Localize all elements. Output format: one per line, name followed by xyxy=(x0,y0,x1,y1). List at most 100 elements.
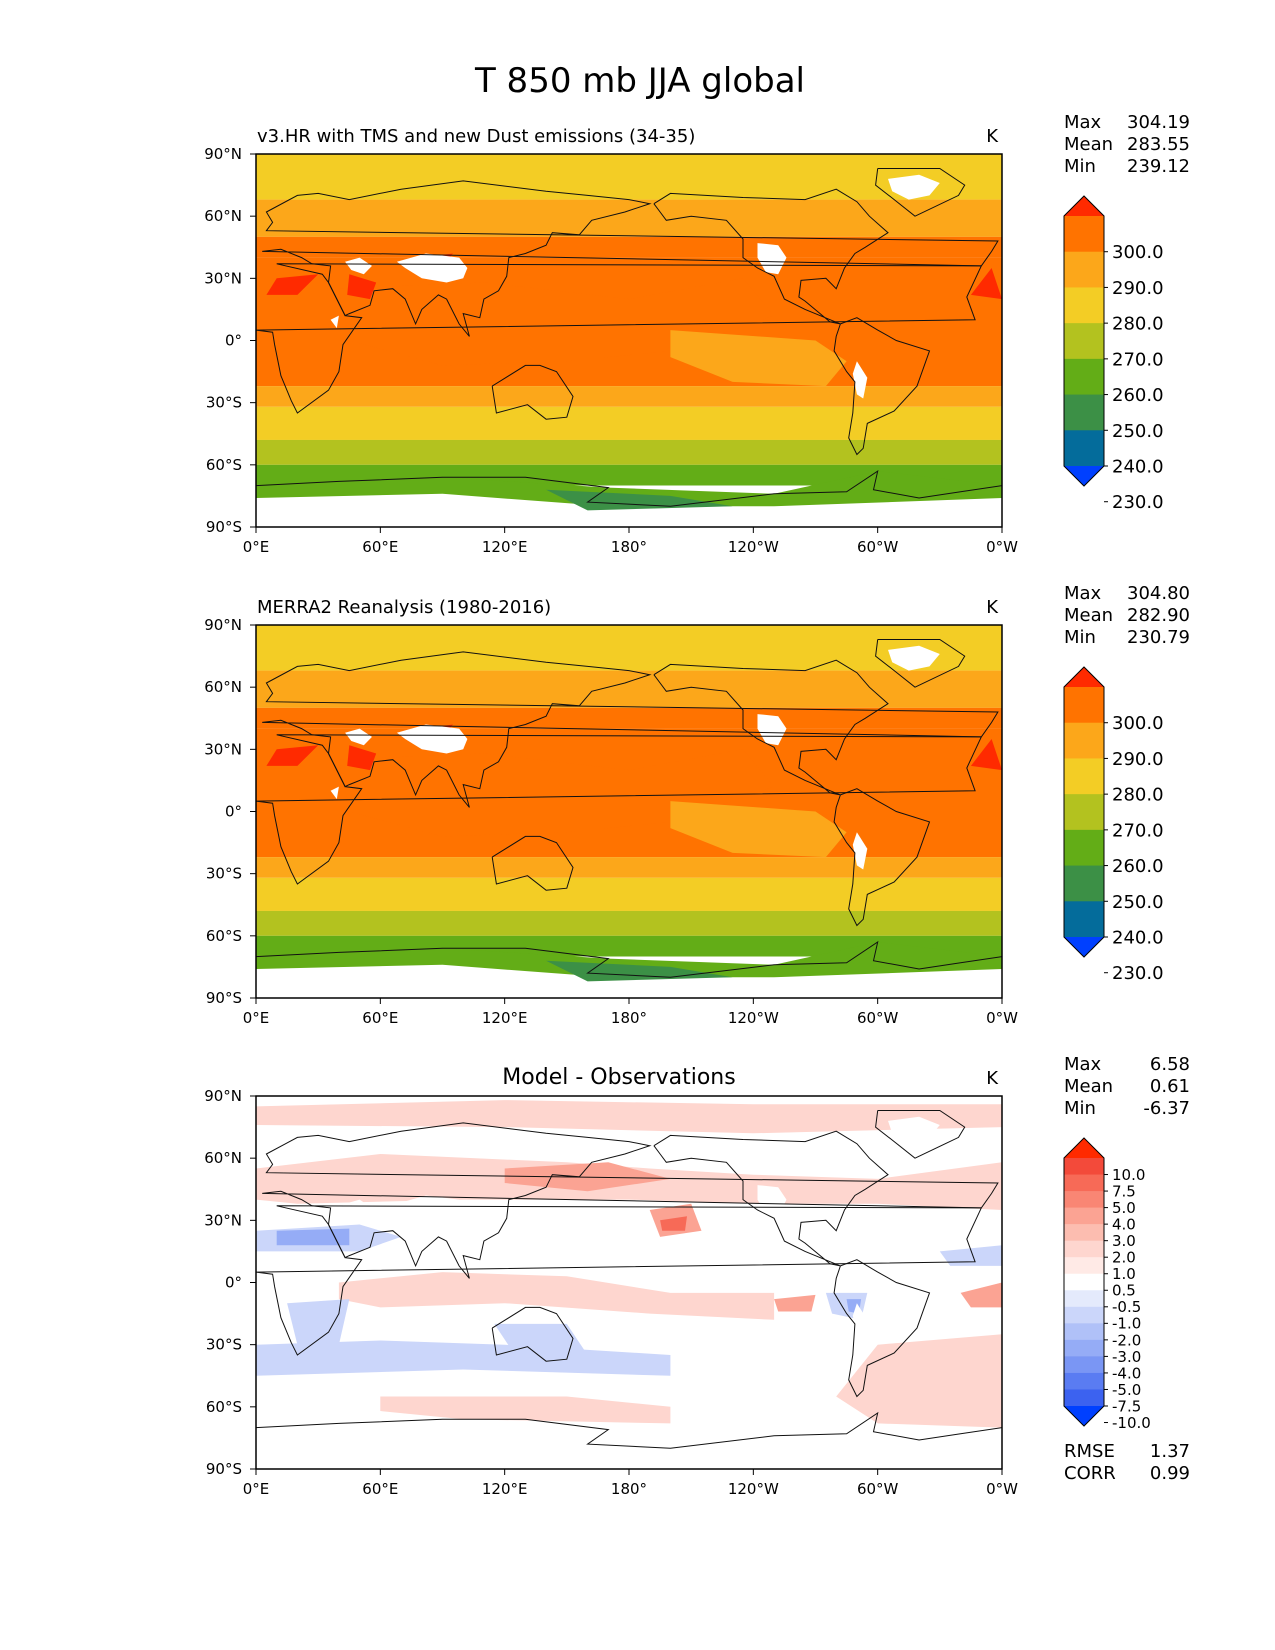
diff-region-warm xyxy=(380,1396,671,1424)
diff-region-warm xyxy=(338,1272,775,1320)
colorbar-label: 270.0 xyxy=(1112,820,1164,841)
field-band xyxy=(256,910,1002,936)
terrain-mask xyxy=(345,257,372,275)
terrain-mask xyxy=(345,728,372,746)
stat-label-min: Min xyxy=(1064,156,1096,177)
terrain-mask xyxy=(852,1303,868,1341)
metric-value-corr: 0.99 xyxy=(1150,1463,1190,1484)
colorbar-label: 230.0 xyxy=(1112,492,1164,513)
terrain-mask xyxy=(345,1199,372,1217)
diff-region-warm-strong xyxy=(960,1282,1002,1308)
field-region xyxy=(546,489,733,511)
colorbar-label: 270.0 xyxy=(1112,349,1164,370)
colorbar: 300.0 290.0 280.0 270.0 260.0 250.0 240.0 230.0 xyxy=(1063,195,1164,513)
terrain-mask xyxy=(330,1257,339,1271)
colorbar-segment xyxy=(1064,794,1104,831)
coastline xyxy=(875,1110,966,1159)
colorbar-label: 4.0 xyxy=(1112,1216,1136,1234)
colorbar-label: 290.0 xyxy=(1112,749,1164,770)
panel-title: MERRA2 Reanalysis (1980-2016) xyxy=(257,597,551,618)
y-tick-label: 60°N xyxy=(204,207,242,225)
terrain-mask xyxy=(852,832,868,870)
y-tick-label: 0° xyxy=(225,1274,242,1292)
y-tick-label: 60°N xyxy=(204,678,242,696)
metric-value-rmse: 1.37 xyxy=(1150,1441,1190,1462)
diff-region-warm-max xyxy=(660,1216,687,1231)
coastline xyxy=(256,263,982,414)
y-tick-label: 30°N xyxy=(204,1211,242,1229)
field-hotspot xyxy=(266,745,319,766)
stat-value-max: 6.58 xyxy=(1150,1054,1190,1075)
stat-label-mean: Mean xyxy=(1064,1076,1113,1097)
x-tick-label: 0°W xyxy=(986,1009,1018,1027)
coastline xyxy=(833,788,931,927)
stat-label-max: Max xyxy=(1064,583,1102,604)
coastline xyxy=(653,659,889,796)
coastline xyxy=(256,940,1002,998)
x-tick-label: 60°W xyxy=(857,538,899,556)
y-tick-label: 30°S xyxy=(206,1336,242,1354)
coastline xyxy=(262,1122,999,1279)
field-region xyxy=(670,330,847,387)
units-label: K xyxy=(986,126,999,147)
terrain-mask xyxy=(888,1116,940,1142)
colorbar-label: 3.0 xyxy=(1112,1232,1136,1250)
colorbar-extend-min xyxy=(1064,937,1104,957)
colorbar-segment xyxy=(1064,687,1104,724)
map-field xyxy=(256,154,1002,527)
terrain-mask xyxy=(396,1195,468,1225)
y-tick-label: 90°N xyxy=(204,616,242,634)
field-band xyxy=(256,707,1002,729)
colorbar-segment xyxy=(1064,1356,1104,1374)
coastline xyxy=(875,639,966,688)
colorbar-segment xyxy=(1064,829,1104,867)
terrain-mask xyxy=(396,724,468,754)
field-region xyxy=(256,471,1002,507)
diff-region-cool xyxy=(939,1245,1002,1266)
y-tick-label: 60°S xyxy=(206,1398,242,1416)
terrain-mask xyxy=(852,361,868,399)
colorbar-segment xyxy=(1064,1224,1104,1242)
coastline xyxy=(833,1259,931,1398)
colorbar-label: 280.0 xyxy=(1112,314,1164,335)
colorbar-segment xyxy=(1064,1290,1104,1308)
stat-value-min: 230.79 xyxy=(1127,627,1190,648)
coastline xyxy=(653,1130,889,1267)
stat-label-min: Min xyxy=(1064,1098,1096,1119)
x-tick-label: 180° xyxy=(611,1480,647,1498)
colorbar-label: 5.0 xyxy=(1112,1199,1136,1217)
panel-1: v3.HR with TMS and new Dust emissions (3… xyxy=(204,112,1190,556)
coastline xyxy=(491,364,574,420)
field-band xyxy=(256,439,1002,465)
x-tick-label: 120°W xyxy=(728,1480,779,1498)
panel-3: Model - Observations K 0°E 60°E 120°E 180° 120… xyxy=(204,1054,1190,1498)
terrain-mask xyxy=(330,786,339,800)
colorbar: 10.07.55.04.03.02.01.00.5-0.5-1.0-2.0-3.… xyxy=(1063,1137,1151,1432)
field-band xyxy=(256,877,1002,911)
colorbar-label: 2.0 xyxy=(1112,1249,1136,1267)
colorbar-segment xyxy=(1064,1372,1104,1390)
colorbar-label: 240.0 xyxy=(1112,927,1164,948)
map-field xyxy=(256,1096,1002,1469)
x-tick-label: 60°E xyxy=(362,1480,398,1498)
field-band xyxy=(256,236,1002,258)
stat-value-max: 304.19 xyxy=(1127,112,1190,133)
y-tick-label: 60°S xyxy=(206,927,242,945)
x-tick-label: 0°E xyxy=(243,1480,270,1498)
coastline xyxy=(491,1306,574,1362)
colorbar-segment xyxy=(1064,901,1104,938)
panel-title: Model - Observations xyxy=(502,1065,735,1090)
colorbar-label: -4.0 xyxy=(1112,1364,1141,1382)
colorbar-segment xyxy=(1064,1257,1104,1275)
diff-region-cool-strong xyxy=(276,1228,350,1246)
y-tick-label: 90°N xyxy=(204,1087,242,1105)
stat-label-mean: Mean xyxy=(1064,605,1113,626)
coastline xyxy=(491,835,574,891)
stat-value-mean: 282.90 xyxy=(1127,605,1190,626)
y-tick-label: 90°S xyxy=(206,989,242,1007)
stat-label-max: Max xyxy=(1064,112,1102,133)
colorbar-label: -10.0 xyxy=(1112,1414,1151,1432)
y-tick-label: 0° xyxy=(225,332,242,350)
colorbar-segment xyxy=(1064,394,1104,431)
colorbar-segment xyxy=(1064,358,1104,396)
